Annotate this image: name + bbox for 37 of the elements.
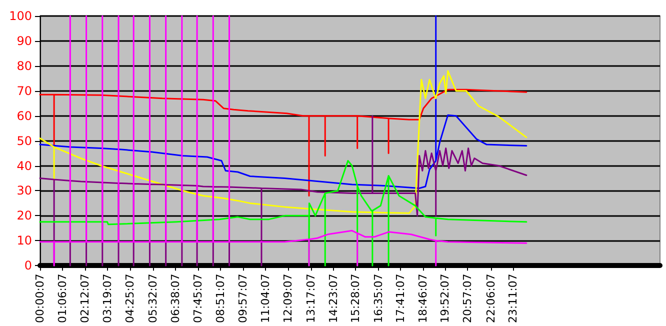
x-tick-label: 14:23:07 xyxy=(326,274,340,324)
y-tick-label: 10 xyxy=(16,234,32,248)
x-tick-label: 18:46:07 xyxy=(416,274,430,324)
x-tick-label: 15:28:07 xyxy=(348,274,362,324)
x-tick-label: 09:57:07 xyxy=(236,274,250,324)
x-tick-label: 03:19:07 xyxy=(101,274,114,324)
x-tick-label: 17:41:07 xyxy=(394,274,408,324)
x-tick-label: 04:25:07 xyxy=(124,274,137,324)
x-tick-label: 13:17:07 xyxy=(304,274,318,324)
x-tick-label: 08:51:07 xyxy=(214,274,228,324)
x-tick-label: 05:32:07 xyxy=(146,274,160,324)
y-tick-label: 40 xyxy=(16,158,32,173)
x-tick-label: 11:04:07 xyxy=(259,274,272,324)
x-tick-label: 00:00:07 xyxy=(34,274,47,324)
line-series xyxy=(39,88,528,196)
y-tick-label: 0 xyxy=(24,258,32,273)
x-tick-label: 07:45:07 xyxy=(192,274,205,324)
x-tick-label: 16:35:07 xyxy=(372,274,385,324)
y-tick-label: 90 xyxy=(16,34,32,48)
y-tick-label: 70 xyxy=(16,84,32,98)
x-tick-label: 20:57:07 xyxy=(460,274,474,324)
y-tick-label: 100 xyxy=(9,9,32,23)
x-tick-label: 02:12:07 xyxy=(78,274,92,324)
x-tick-label: 22:06:07 xyxy=(484,274,498,324)
line-series xyxy=(39,70,528,214)
x-tick-label: 06:38:07 xyxy=(168,274,182,324)
y-tick-label: 60 xyxy=(16,108,32,123)
x-tick-label: 23:11:07 xyxy=(506,274,520,324)
line-series xyxy=(39,15,528,189)
x-tick-label: 19:52:07 xyxy=(438,274,452,324)
x-tick-label: 12:09:07 xyxy=(281,274,294,324)
y-tick-label: 80 xyxy=(16,58,32,73)
y-tick-label: 50 xyxy=(16,134,32,148)
y-tick-label: 30 xyxy=(16,184,32,198)
x-tick-label: 01:06:07 xyxy=(56,274,69,324)
line-series xyxy=(39,160,528,266)
y-tick-label: 20 xyxy=(16,208,32,223)
